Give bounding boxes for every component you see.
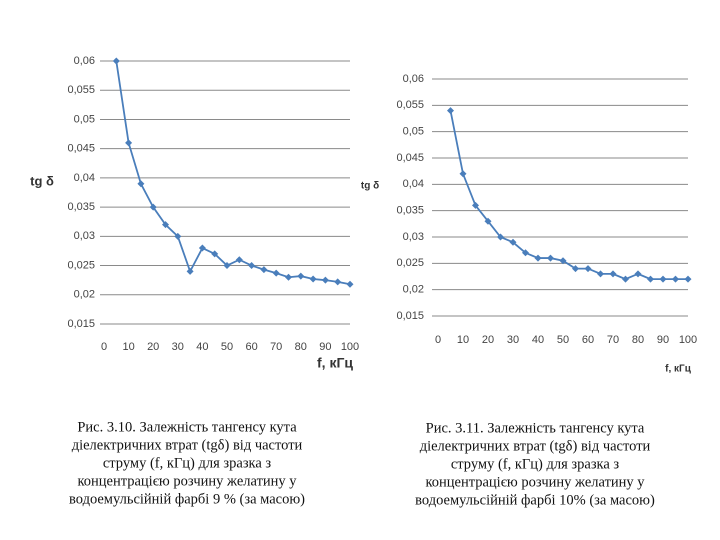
data-point bbox=[647, 275, 654, 283]
x-tick-label: 40 bbox=[532, 334, 544, 346]
data-point bbox=[260, 266, 268, 274]
data-point bbox=[162, 221, 169, 229]
x-tick-label: 0 bbox=[435, 334, 441, 346]
caption-line: діелектричних втрат (tgδ) від частоти bbox=[420, 438, 651, 454]
x-axis-label: f, кГц bbox=[665, 364, 692, 375]
data-point bbox=[572, 265, 579, 273]
y-tick-label: 0,03 bbox=[74, 230, 95, 242]
data-point bbox=[497, 233, 504, 241]
caption-line: струму (f, кГц) для зразка з bbox=[451, 456, 620, 472]
data-point bbox=[248, 262, 256, 270]
y-tick-label: 0,015 bbox=[396, 310, 424, 322]
data-point bbox=[672, 275, 679, 283]
y-tick-label: 0,045 bbox=[396, 152, 424, 164]
y-tick-label: 0,025 bbox=[67, 259, 95, 271]
x-tick-label: 0 bbox=[101, 341, 107, 353]
data-point bbox=[285, 273, 292, 281]
caption-line: Рис. 3.10. Залежність тангенсу кута bbox=[77, 419, 297, 435]
data-point bbox=[659, 275, 667, 283]
data-point bbox=[484, 217, 492, 225]
data-point bbox=[472, 201, 479, 209]
y-axis-label: tg δ bbox=[30, 173, 54, 188]
x-tick-label: 70 bbox=[270, 341, 282, 353]
x-tick-label: 30 bbox=[507, 334, 519, 346]
y-tick-label: 0,05 bbox=[403, 126, 424, 138]
data-point bbox=[622, 275, 629, 283]
x-tick-label: 90 bbox=[319, 341, 331, 353]
data-line bbox=[449, 110, 688, 281]
y-tick-label: 0,055 bbox=[396, 99, 424, 111]
data-point bbox=[609, 270, 617, 278]
x-tick-label: 60 bbox=[245, 341, 257, 353]
data-point bbox=[597, 270, 604, 278]
y-axis-label: tg δ bbox=[361, 181, 379, 192]
data-point bbox=[321, 276, 329, 284]
y-tick-label: 0,05 bbox=[74, 113, 95, 125]
caption-line: діелектричних втрат (tgδ) від частоти bbox=[72, 437, 303, 453]
data-point bbox=[559, 257, 567, 265]
data-point bbox=[634, 270, 642, 278]
y-tick-label: 0,02 bbox=[74, 289, 95, 301]
caption-line: водоемульсійній фарбі 9 % (за масою) bbox=[69, 491, 305, 507]
y-tick-label: 0,015 bbox=[67, 318, 95, 330]
x-tick-label: 10 bbox=[457, 334, 469, 346]
caption-line: Рис. 3.11. Залежність тангенсу кута bbox=[426, 420, 645, 436]
data-point bbox=[459, 170, 467, 178]
x-tick-label: 100 bbox=[679, 334, 697, 346]
y-tick-label: 0,06 bbox=[74, 55, 95, 67]
data-point bbox=[174, 232, 182, 240]
caption-line: концентрацією розчину желатину у bbox=[425, 474, 645, 490]
caption-line: концентрацією розчину желатину у bbox=[77, 473, 297, 489]
x-tick-label: 90 bbox=[657, 334, 669, 346]
y-tick-label: 0,03 bbox=[403, 231, 424, 243]
x-tick-label: 80 bbox=[295, 341, 307, 353]
x-tick-label: 50 bbox=[221, 341, 233, 353]
data-point bbox=[235, 256, 243, 264]
y-tick-label: 0,035 bbox=[396, 205, 424, 217]
data-point bbox=[137, 180, 145, 188]
data-point bbox=[684, 275, 692, 283]
data-line bbox=[115, 60, 351, 286]
x-tick-label: 80 bbox=[632, 334, 644, 346]
data-point bbox=[584, 265, 592, 273]
data-point bbox=[309, 275, 317, 283]
data-point bbox=[149, 203, 157, 211]
y-tick-label: 0,025 bbox=[396, 257, 424, 269]
data-point bbox=[297, 272, 305, 280]
x-tick-label: 30 bbox=[172, 341, 184, 353]
y-tick-label: 0,04 bbox=[403, 178, 424, 190]
caption-line: струму (f, кГц) для зразка з bbox=[103, 455, 272, 471]
x-axis-label: f, кГц bbox=[317, 355, 353, 371]
data-point bbox=[534, 254, 542, 262]
y-tick-label: 0,06 bbox=[403, 73, 424, 85]
data-point bbox=[334, 278, 342, 286]
y-tick-label: 0,045 bbox=[67, 143, 95, 155]
y-tick-label: 0,04 bbox=[74, 172, 95, 184]
data-point bbox=[522, 249, 529, 257]
x-tick-label: 70 bbox=[607, 334, 619, 346]
x-tick-label: 100 bbox=[341, 341, 359, 353]
x-tick-label: 60 bbox=[582, 334, 594, 346]
y-tick-label: 0,02 bbox=[403, 284, 424, 296]
data-point bbox=[198, 244, 206, 252]
y-tick-label: 0,055 bbox=[67, 84, 95, 96]
data-point bbox=[223, 262, 231, 270]
data-point bbox=[346, 280, 354, 288]
data-point bbox=[509, 238, 517, 246]
data-point bbox=[112, 57, 120, 65]
x-tick-label: 10 bbox=[122, 341, 134, 353]
data-point bbox=[211, 250, 219, 258]
data-point bbox=[447, 107, 454, 115]
x-tick-label: 40 bbox=[196, 341, 208, 353]
data-point bbox=[125, 139, 133, 147]
x-tick-label: 20 bbox=[147, 341, 159, 353]
data-point bbox=[186, 267, 194, 275]
x-tick-label: 20 bbox=[482, 334, 494, 346]
data-point bbox=[272, 269, 280, 277]
data-point bbox=[547, 254, 554, 262]
caption-line: водоемульсійній фарбі 10% (за масою) bbox=[415, 492, 655, 508]
x-tick-label: 50 bbox=[557, 334, 569, 346]
y-tick-label: 0,035 bbox=[67, 201, 95, 213]
